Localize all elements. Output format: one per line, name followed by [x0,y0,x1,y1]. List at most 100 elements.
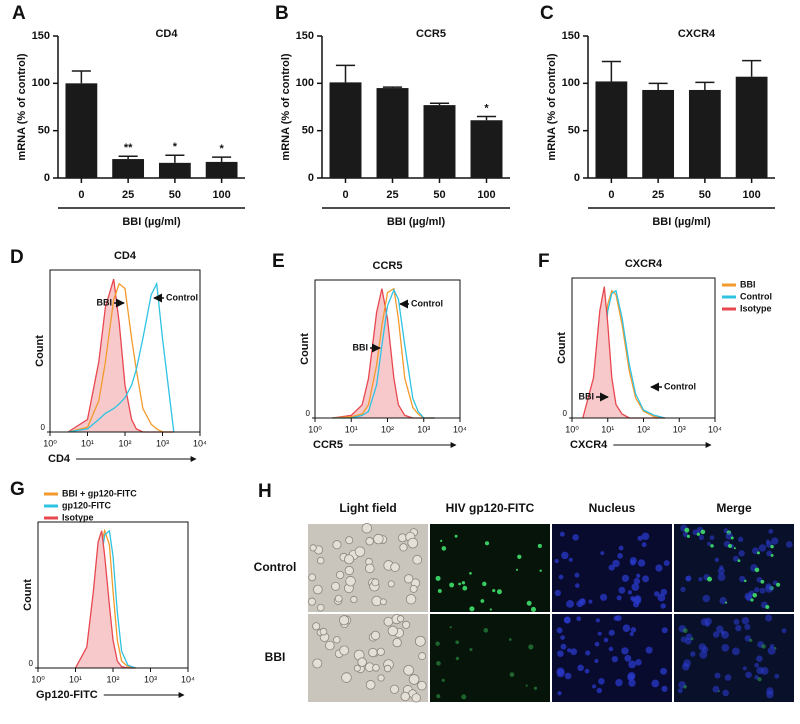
fitc-signal [682,628,688,634]
nucleus [766,687,774,695]
annotation: BBI [97,297,113,307]
nucleus [738,550,745,557]
nucleus [653,591,660,597]
y-tick-label: 0 [306,409,311,418]
legend-label: gp120-FITC [62,500,112,510]
x-tick-label: 25 [122,189,134,201]
y-axis-label: mRNA (% of control) [546,53,558,160]
nucleus [630,627,637,633]
cell [365,537,374,546]
nucleus [771,537,779,545]
annotation: Control [166,292,198,302]
legend-label: BBI + gp120-FITC [62,488,137,498]
nucleus [785,541,793,548]
fitc-signal [733,547,736,550]
nucleus [608,564,615,571]
histogram-fill [75,530,136,668]
panel-letter: C [540,3,554,24]
nucleus [560,643,567,650]
bar [642,89,675,178]
nucleus [598,678,605,685]
cell [408,674,420,685]
fitc-signal [686,534,690,538]
nucleus [781,628,787,634]
bar [376,88,409,178]
column-header: Nucleus [589,501,636,515]
nucleus [719,597,727,605]
nucleus [617,553,623,559]
cell [365,680,376,690]
fitc-signal [776,582,781,587]
cell [403,664,414,676]
cell [339,615,350,626]
nucleus [702,594,711,603]
fitc-signal [696,532,700,536]
cell [372,663,380,672]
x-tick-label: 10¹ [69,674,82,684]
histogram-line [332,288,435,419]
fitc-signal [480,599,485,603]
nucleus [731,647,740,656]
fitc-signal [690,637,694,641]
fitc-signal [449,582,455,588]
y-tick-label: 0 [574,172,580,184]
cell [400,691,410,702]
y-tick-label: 150 [562,30,580,42]
nucleus [558,574,564,580]
nucleus [660,603,666,609]
x-tick-label: 50 [699,189,711,201]
nucleus [575,583,580,588]
nucleus [608,646,614,652]
nucleus [717,573,726,582]
nucleus [641,542,647,548]
nucleus [704,617,712,625]
fitc-signal [441,546,447,551]
nucleus [690,651,696,657]
nucleus [744,624,751,631]
nucleus [754,587,760,593]
y-tick-label: 50 [302,125,314,137]
nucleus [611,655,619,663]
x-axis-label: CXCR4 [570,439,608,451]
cell [417,680,427,691]
cell [402,620,411,629]
fitc-signal [710,544,714,548]
y-tick-label: 50 [568,125,580,137]
fitc-signal [435,641,440,646]
fitc-signal [461,694,467,700]
chart-title: CXCR4 [678,28,716,40]
nucleus [660,588,668,596]
nucleus [721,643,730,652]
fitc-signal [440,539,443,543]
nucleus [637,535,643,541]
cell [316,603,325,612]
fitc-signal [492,588,496,593]
nucleus [722,689,730,697]
nucleus [585,650,591,656]
nucleus [661,685,668,692]
nucleus [627,590,633,595]
cell [333,636,341,644]
nucleus [742,666,747,671]
cell [414,635,426,647]
fitc-signal [455,656,460,661]
nucleus [765,584,774,593]
nucleus [692,529,699,536]
fitc-signal [517,554,522,559]
cell [399,543,408,552]
bar [735,76,768,178]
nucleus [698,576,703,582]
nucleus [576,600,584,608]
x-tick-label: 10² [106,674,119,684]
histogram-line [74,530,136,669]
nucleus [594,641,600,647]
cell [344,554,355,565]
bar [423,105,456,178]
cell [334,594,343,603]
y-axis-label: mRNA (% of control) [16,53,28,160]
annotation: BBI [353,342,369,352]
y-axis-label: Count [34,335,46,367]
cell [392,637,402,648]
nucleus [570,648,578,656]
